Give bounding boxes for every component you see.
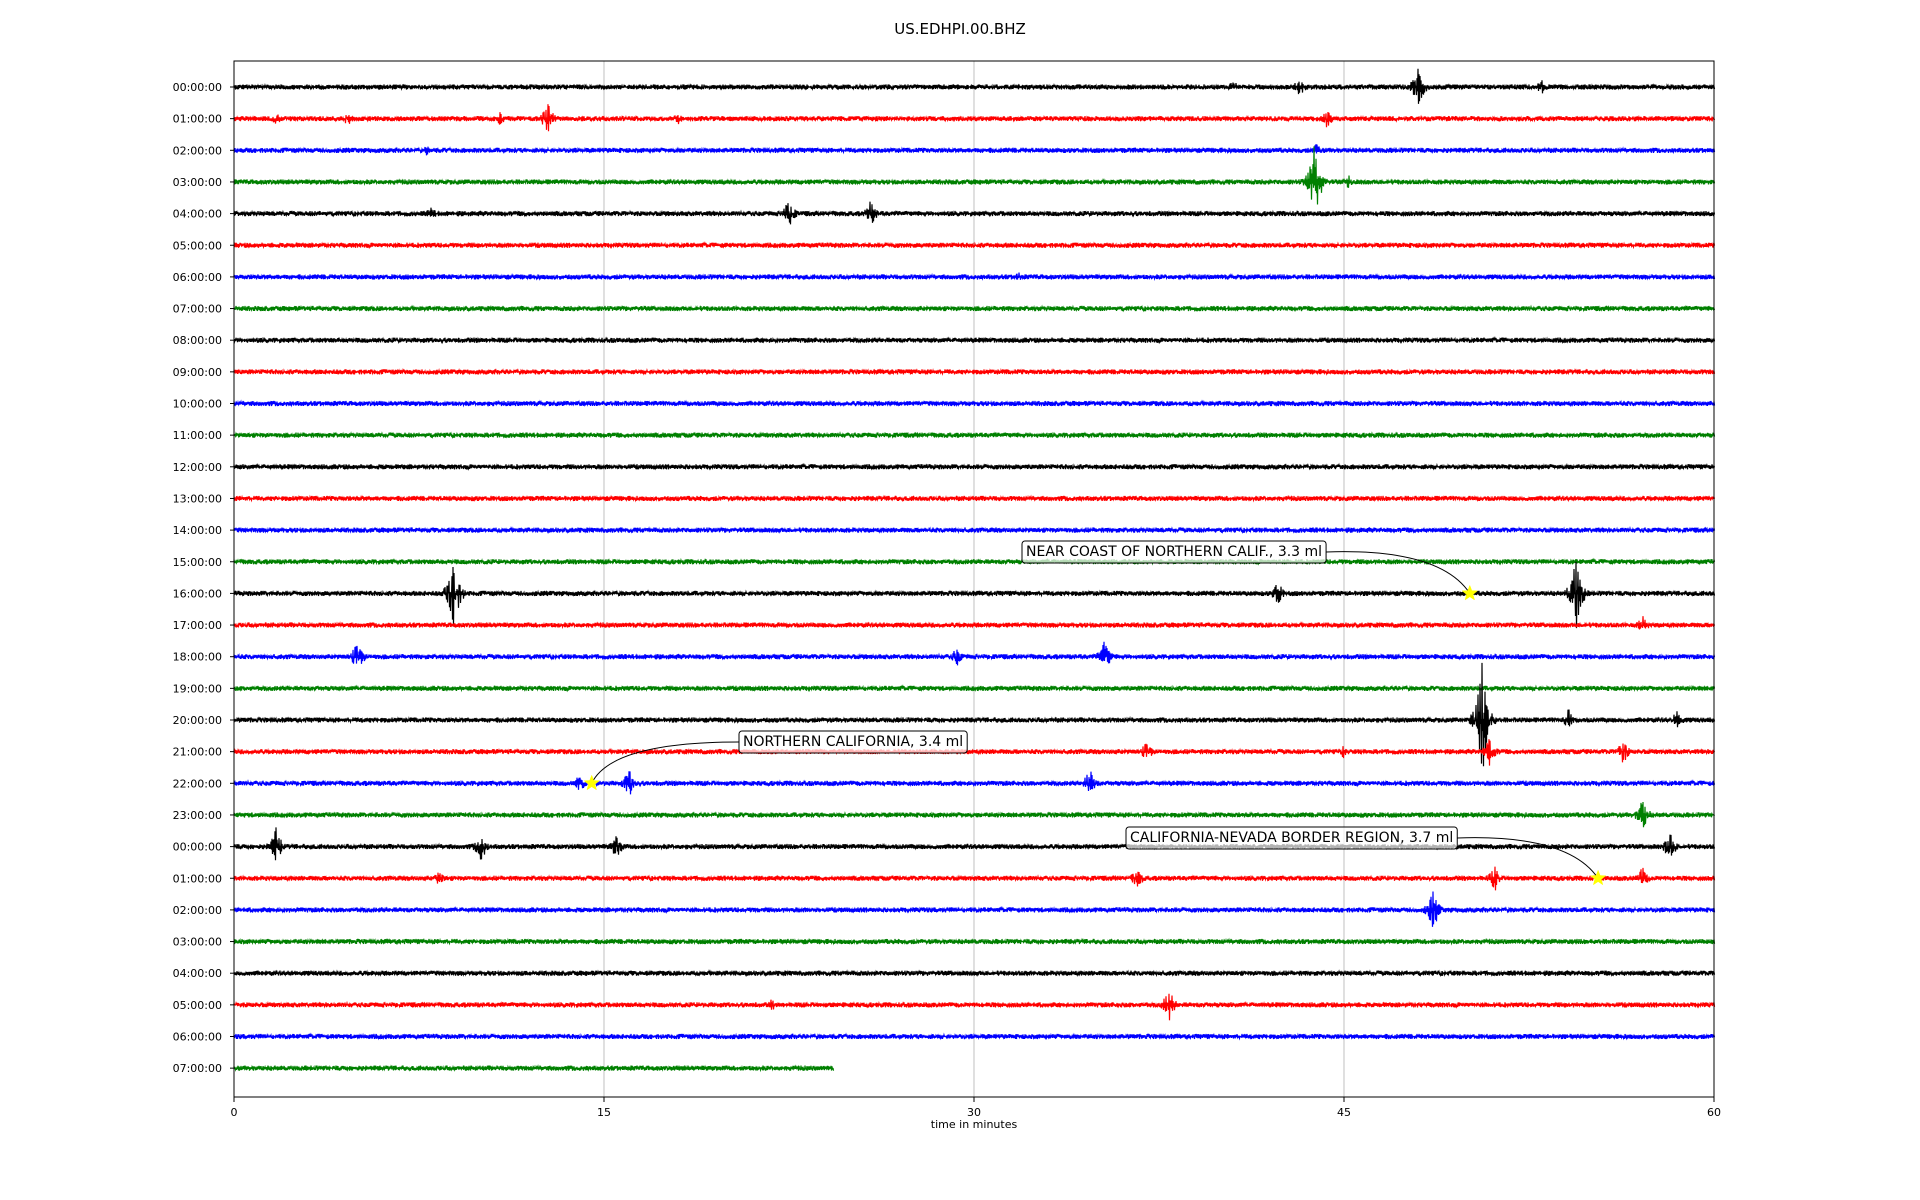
row-label: 07:00:00 bbox=[173, 1062, 222, 1075]
trace-row bbox=[233, 739, 1716, 766]
row-label: 19:00:00 bbox=[173, 682, 222, 695]
trace-row bbox=[233, 304, 1716, 313]
trace-row bbox=[233, 1032, 1716, 1041]
trace-row bbox=[233, 201, 1716, 225]
row-label: 00:00:00 bbox=[173, 81, 222, 94]
trace-row bbox=[233, 684, 1716, 693]
row-label: 00:00:00 bbox=[173, 841, 222, 854]
trace-row bbox=[233, 336, 1716, 345]
trace-row bbox=[233, 891, 1716, 927]
trace-row bbox=[233, 969, 1716, 978]
row-label: 13:00:00 bbox=[173, 492, 222, 505]
row-label: 18:00:00 bbox=[173, 651, 222, 664]
row-label: 21:00:00 bbox=[173, 746, 222, 759]
trace-row bbox=[233, 771, 1716, 795]
event-label: NEAR COAST OF NORTHERN CALIF., 3.3 ml bbox=[1026, 544, 1322, 560]
chart-title: US.EDHPI.00.BHZ bbox=[894, 20, 1026, 38]
event-star-marker bbox=[583, 774, 600, 791]
row-labels-layer: 00:00:00 01:00:00 02:00:00 03:00:00 04:00:00… bbox=[173, 81, 234, 1075]
events-layer: NEAR COAST OF NORTHERN CALIF., 3.3 ml NOR… bbox=[583, 540, 1607, 886]
row-label: 07:00:00 bbox=[173, 303, 222, 316]
row-label: 05:00:00 bbox=[173, 239, 222, 252]
row-label: 03:00:00 bbox=[173, 936, 222, 949]
trace-row bbox=[233, 399, 1716, 408]
trace-row bbox=[233, 494, 1716, 503]
trace-row bbox=[233, 557, 1716, 566]
trace-row bbox=[233, 431, 1716, 439]
x-tick-label: 30 bbox=[967, 1106, 981, 1119]
event-annotation: NORTHERN CALIFORNIA, 3.4 ml bbox=[583, 730, 968, 791]
trace-row bbox=[233, 866, 1716, 891]
trace-row bbox=[233, 801, 1716, 828]
event-label: CALIFORNIA-NEVADA BORDER REGION, 3.7 ml bbox=[1130, 830, 1453, 846]
row-label: 02:00:00 bbox=[173, 904, 222, 917]
row-label: 06:00:00 bbox=[173, 1031, 222, 1044]
x-tick-label: 60 bbox=[1707, 1106, 1721, 1119]
row-label: 01:00:00 bbox=[173, 872, 222, 885]
trace-row bbox=[233, 68, 1716, 104]
event-label: NORTHERN CALIFORNIA, 3.4 ml bbox=[743, 734, 963, 750]
row-label: 04:00:00 bbox=[173, 967, 222, 980]
row-label: 10:00:00 bbox=[173, 398, 222, 411]
event-annotation: NEAR COAST OF NORTHERN CALIF., 3.3 ml bbox=[1021, 540, 1479, 601]
row-label: 05:00:00 bbox=[173, 999, 222, 1012]
trace-row bbox=[233, 662, 1716, 767]
event-connector bbox=[1457, 837, 1599, 879]
trace-row bbox=[233, 641, 1716, 666]
trace-row bbox=[233, 144, 1716, 156]
row-label: 09:00:00 bbox=[173, 366, 222, 379]
event-annotation: CALIFORNIA-NEVADA BORDER REGION, 3.7 ml bbox=[1125, 826, 1607, 886]
event-star-marker bbox=[1589, 869, 1607, 886]
trace-row bbox=[233, 272, 1716, 281]
row-label: 14:00:00 bbox=[173, 524, 222, 537]
trace-row bbox=[233, 937, 1716, 946]
row-label: 22:00:00 bbox=[173, 777, 222, 790]
trace-row bbox=[233, 367, 1716, 376]
trace-row bbox=[233, 241, 1716, 250]
traces-layer bbox=[233, 68, 1716, 1073]
row-label: 04:00:00 bbox=[173, 208, 222, 221]
plot-frame bbox=[233, 60, 1715, 1098]
trace-row bbox=[233, 827, 1716, 861]
x-axis-label: time in minutes bbox=[931, 1118, 1018, 1131]
event-star-marker bbox=[1461, 584, 1479, 601]
row-label: 17:00:00 bbox=[173, 619, 222, 632]
trace-row bbox=[233, 525, 1716, 535]
trace-row bbox=[233, 1064, 835, 1073]
trace-row bbox=[233, 993, 1716, 1021]
row-label: 02:00:00 bbox=[173, 144, 222, 157]
grid-layer bbox=[603, 61, 1345, 1097]
event-connector bbox=[591, 741, 740, 784]
row-label: 16:00:00 bbox=[173, 587, 222, 600]
trace-row bbox=[233, 146, 1716, 205]
row-label: 03:00:00 bbox=[173, 176, 222, 189]
trace-row bbox=[233, 616, 1716, 630]
row-label: 08:00:00 bbox=[173, 334, 222, 347]
event-connector bbox=[1326, 551, 1471, 594]
row-label: 12:00:00 bbox=[173, 461, 222, 474]
row-label: 01:00:00 bbox=[173, 113, 222, 126]
trace-row bbox=[233, 104, 1716, 132]
row-label: 23:00:00 bbox=[173, 809, 222, 822]
row-label: 06:00:00 bbox=[173, 271, 222, 284]
x-ticks-layer: 0 15 30 45 60 bbox=[231, 1097, 1721, 1119]
x-tick-label: 0 bbox=[231, 1106, 238, 1119]
trace-row bbox=[233, 462, 1716, 471]
x-tick-label: 15 bbox=[597, 1106, 611, 1119]
row-label: 20:00:00 bbox=[173, 714, 222, 727]
row-label: 11:00:00 bbox=[173, 429, 222, 442]
row-label: 15:00:00 bbox=[173, 556, 222, 569]
x-tick-label: 45 bbox=[1337, 1106, 1351, 1119]
